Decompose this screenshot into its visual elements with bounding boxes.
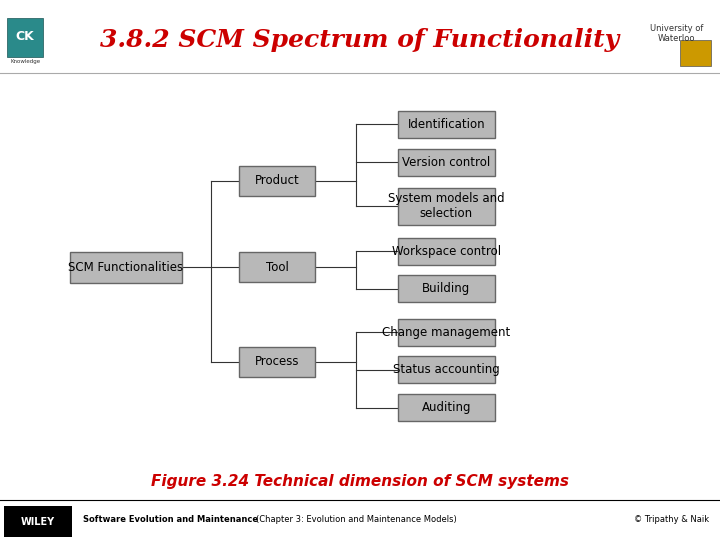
Text: Auditing: Auditing: [422, 401, 471, 414]
FancyBboxPatch shape: [397, 356, 495, 383]
Text: Change management: Change management: [382, 326, 510, 339]
Text: CK: CK: [16, 30, 35, 43]
FancyBboxPatch shape: [397, 319, 495, 346]
Text: Software Evolution and Maintenance: Software Evolution and Maintenance: [83, 515, 258, 524]
Text: Status accounting: Status accounting: [393, 363, 500, 376]
FancyBboxPatch shape: [4, 11, 50, 65]
FancyBboxPatch shape: [397, 188, 495, 225]
FancyBboxPatch shape: [397, 275, 495, 302]
Text: Product: Product: [255, 174, 300, 187]
Text: University of
Waterloo: University of Waterloo: [650, 24, 703, 43]
Text: System models and
selection: System models and selection: [388, 192, 505, 220]
Text: Process: Process: [255, 355, 300, 368]
Text: Figure 3.24 Technical dimension of SCM systems: Figure 3.24 Technical dimension of SCM s…: [151, 474, 569, 489]
Text: Knowledge: Knowledge: [10, 59, 40, 64]
Text: (Chapter 3: Evolution and Maintenance Models): (Chapter 3: Evolution and Maintenance Mo…: [256, 515, 456, 524]
Text: Building: Building: [422, 282, 471, 295]
FancyBboxPatch shape: [239, 252, 315, 282]
Text: 3.8.2 SCM Spectrum of Functionality: 3.8.2 SCM Spectrum of Functionality: [100, 29, 620, 52]
Text: WILEY: WILEY: [20, 517, 55, 526]
Text: Tool: Tool: [266, 261, 289, 274]
FancyBboxPatch shape: [4, 506, 72, 537]
FancyBboxPatch shape: [397, 238, 495, 265]
Text: Identification: Identification: [408, 118, 485, 131]
FancyBboxPatch shape: [397, 111, 495, 138]
Text: Version control: Version control: [402, 156, 490, 168]
FancyBboxPatch shape: [680, 40, 711, 66]
FancyBboxPatch shape: [7, 18, 43, 57]
FancyBboxPatch shape: [397, 148, 495, 176]
Text: © Tripathy & Naik: © Tripathy & Naik: [634, 515, 709, 524]
FancyBboxPatch shape: [70, 252, 181, 283]
Text: Workspace control: Workspace control: [392, 245, 501, 258]
FancyBboxPatch shape: [239, 347, 315, 377]
FancyBboxPatch shape: [397, 394, 495, 421]
FancyBboxPatch shape: [239, 166, 315, 195]
Text: SCM Functionalities: SCM Functionalities: [68, 261, 184, 274]
